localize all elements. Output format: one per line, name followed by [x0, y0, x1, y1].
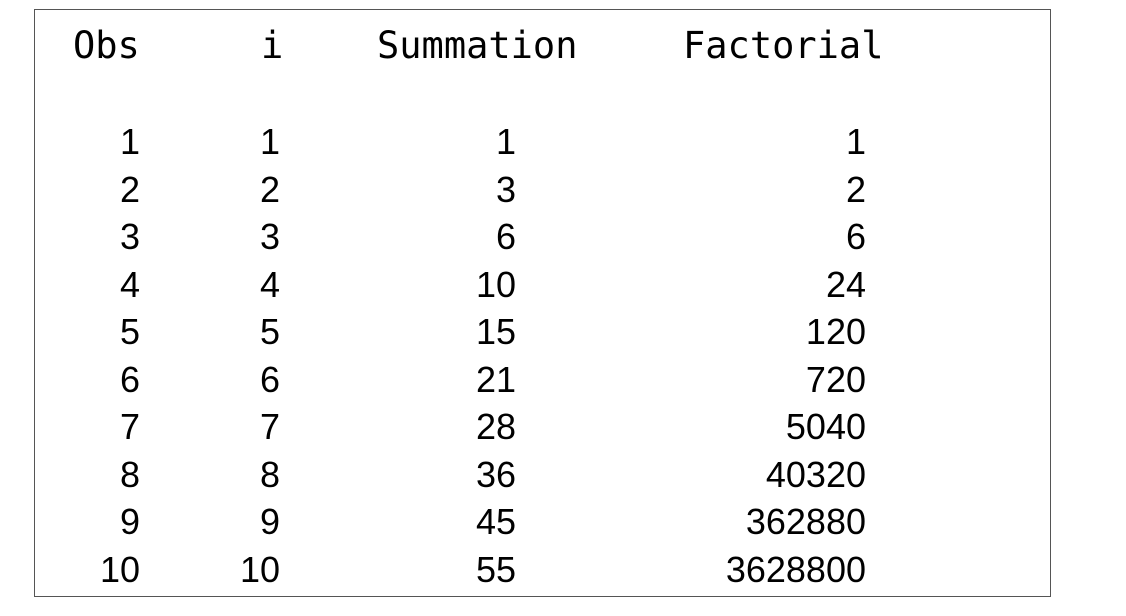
cell-factorial: 24 — [825, 263, 866, 305]
cell-i: 4 — [259, 263, 280, 305]
cell-factorial: 1 — [845, 121, 866, 162]
table-row: 9 9 45 362880 — [35, 498, 1050, 546]
header-summation: Summation — [377, 24, 578, 67]
cell-obs: 5 — [119, 311, 140, 352]
cell-obs: 1 — [119, 121, 140, 162]
cell-factorial: 40320 — [765, 453, 866, 495]
table-row: 6 6 21 720 — [35, 356, 1050, 404]
cell-i: 5 — [259, 311, 280, 352]
table-row: 5 5 15 120 — [35, 308, 1050, 356]
cell-summation: 28 — [475, 406, 516, 447]
cell-obs: 8 — [119, 453, 140, 495]
table-row: 7 7 28 5040 — [35, 403, 1050, 451]
cell-i: 8 — [259, 453, 280, 495]
cell-i: 9 — [259, 501, 280, 542]
table-row: 4 4 10 24 — [35, 261, 1050, 309]
cell-summation: 15 — [475, 311, 516, 352]
table-row: 3 3 6 6 — [35, 213, 1050, 261]
cell-factorial: 5040 — [785, 406, 866, 447]
table-body: 1 1 1 1 2 2 3 2 3 3 6 6 4 4 10 24 5 5 15 120 6 6 21 720 7 7 28 5040… — [35, 118, 1050, 593]
cell-factorial: 3628800 — [725, 548, 866, 590]
cell-summation: 3 — [495, 168, 516, 210]
cell-obs: 4 — [119, 263, 140, 305]
table-row: 8 8 36 40320 — [35, 451, 1050, 499]
cell-summation: 6 — [495, 216, 516, 257]
header-i: i — [261, 24, 284, 67]
cell-i: 3 — [259, 216, 280, 257]
cell-obs: 2 — [119, 168, 140, 210]
cell-summation: 45 — [475, 501, 516, 542]
cell-factorial: 720 — [805, 358, 866, 400]
cell-summation: 1 — [495, 121, 516, 162]
cell-factorial: 362880 — [745, 501, 866, 542]
cell-factorial: 6 — [845, 216, 866, 257]
cell-summation: 21 — [475, 358, 516, 400]
cell-obs: 6 — [119, 358, 140, 400]
cell-obs: 7 — [119, 406, 140, 447]
cell-obs: 9 — [119, 501, 140, 542]
cell-i: 1 — [259, 121, 280, 162]
cell-factorial: 120 — [805, 311, 866, 352]
cell-summation: 36 — [475, 453, 516, 495]
cell-i: 2 — [259, 168, 280, 210]
cell-factorial: 2 — [845, 168, 866, 210]
cell-summation: 55 — [475, 548, 516, 590]
table-row: 10 10 55 3628800 — [35, 546, 1050, 594]
header-factorial: Factorial — [683, 24, 884, 67]
table-row: 2 2 3 2 — [35, 166, 1050, 214]
cell-obs: 10 — [99, 548, 140, 590]
cell-i: 10 — [239, 548, 280, 590]
cell-obs: 3 — [119, 216, 140, 257]
cell-summation: 10 — [475, 263, 516, 305]
cell-i: 6 — [259, 358, 280, 400]
table-row: 1 1 1 1 — [35, 118, 1050, 166]
cell-i: 7 — [259, 406, 280, 447]
header-obs: Obs — [73, 24, 140, 67]
